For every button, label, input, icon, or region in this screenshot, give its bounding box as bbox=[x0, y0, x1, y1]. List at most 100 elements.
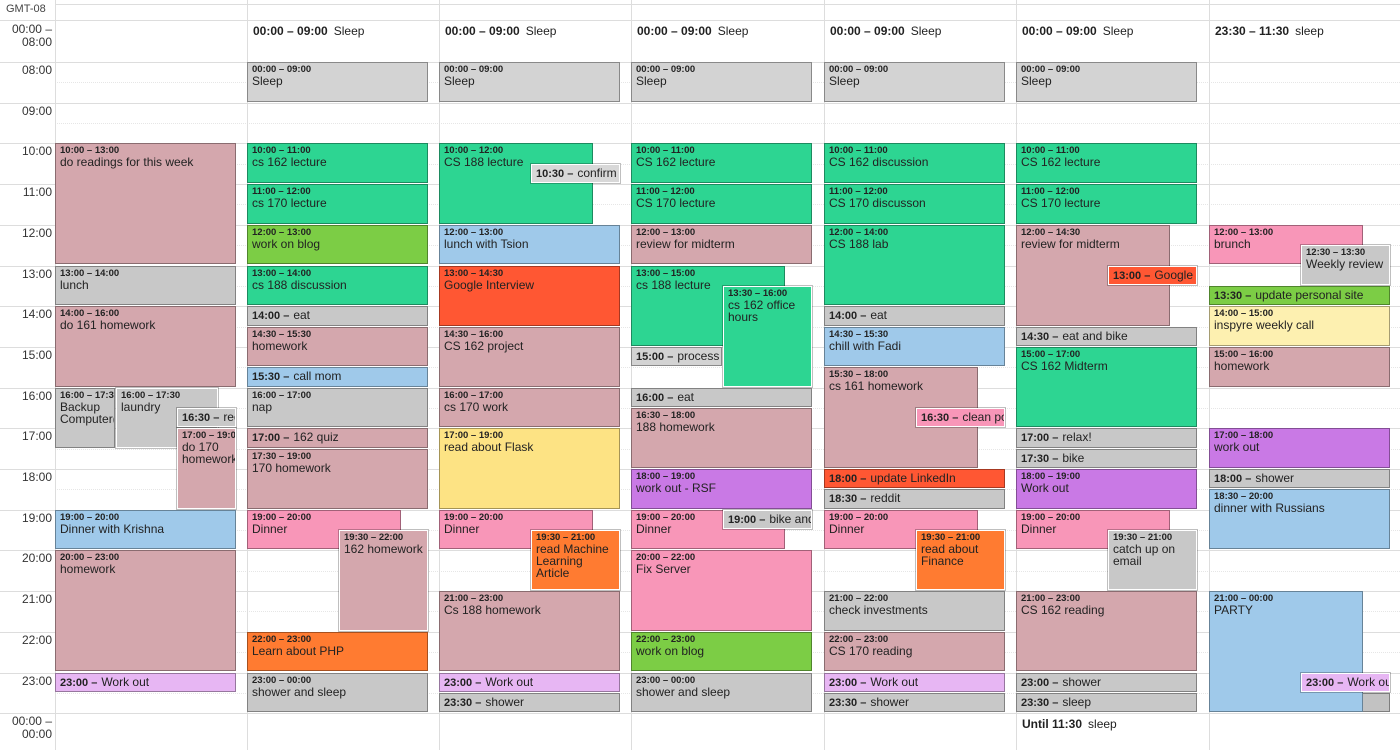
event-title: cs 188 discussion bbox=[252, 277, 347, 292]
hour-line bbox=[0, 102, 1400, 104]
event-title: shower and sleep bbox=[636, 684, 731, 699]
event[interactable]: 15:00 –process E bbox=[631, 346, 722, 367]
event[interactable]: 12:00 – 14:00 CS 188 lab bbox=[824, 224, 1005, 306]
event[interactable]: 10:00 – 11:00 CS 162 lecture bbox=[631, 143, 812, 184]
event[interactable]: 16:30 –clean por bbox=[916, 407, 1005, 428]
event[interactable]: 16:30 –red bbox=[177, 407, 236, 428]
event[interactable]: 16:00 – 17:30 Backup Computer( bbox=[55, 387, 115, 448]
event[interactable]: 23:00 –Work out bbox=[55, 672, 236, 692]
event[interactable]: 17:30 – 19:00 170 homework bbox=[247, 448, 428, 509]
event[interactable]: 21:00 – 23:00 CS 162 reading bbox=[1016, 591, 1197, 672]
event[interactable]: 20:00 – 22:00 Fix Server bbox=[631, 550, 812, 631]
event[interactable]: 14:30 – eat and bike bbox=[1016, 326, 1197, 346]
event[interactable]: 19:30 – 21:00 read about Finance bbox=[916, 530, 1005, 591]
event[interactable]: 19:00 – 20:00 Dinner with Krishna bbox=[55, 509, 236, 550]
event[interactable]: 10:00 – 13:00 do readings for this week bbox=[55, 143, 236, 265]
event[interactable]: 23:30 – shower bbox=[439, 692, 620, 713]
event[interactable]: 16:00 – 17:00 nap bbox=[247, 387, 428, 428]
event[interactable]: 00:00 – 09:00 Sleep bbox=[439, 62, 620, 102]
event[interactable]: 10:00 – 11:00 cs 162 lecture bbox=[247, 143, 428, 184]
event[interactable]: 19:30 – 22:00 162 homework bbox=[339, 530, 428, 631]
event[interactable]: 12:30 – 13:30 Weekly review bbox=[1301, 245, 1390, 285]
event[interactable]: 23:00 – 00:00 shower and sleep bbox=[247, 672, 428, 713]
event[interactable]: 22:00 – 23:00 Learn about PHP bbox=[247, 631, 428, 672]
event[interactable]: 17:00 – 19:00 do 170 homework bbox=[177, 428, 236, 509]
event[interactable]: 21:00 – 00:00 PARTY bbox=[1209, 591, 1363, 713]
event[interactable]: 18:00 – update LinkedIn bbox=[824, 469, 1005, 489]
event-time: 16:00 – 17:00 bbox=[444, 389, 504, 401]
event[interactable]: 11:00 – 12:00 CS 170 lecture bbox=[631, 184, 812, 224]
event[interactable]: 14:30 – 16:00 CS 162 project bbox=[439, 326, 620, 387]
event[interactable]: 13:00 – 14:00 lunch bbox=[55, 265, 236, 306]
event-title: eat and bike bbox=[1062, 328, 1128, 343]
event[interactable]: 19:30 – 21:00 catch up on email bbox=[1108, 530, 1197, 591]
event[interactable]: 17:00 –162 quiz bbox=[247, 428, 428, 448]
event[interactable]: 11:00 – 12:00 CS 170 lecture bbox=[1016, 184, 1197, 224]
event[interactable]: 14:30 – 15:30 homework bbox=[247, 326, 428, 367]
event[interactable]: 10:30 –confirm G bbox=[531, 163, 620, 184]
event[interactable]: 23:30 – shower bbox=[824, 692, 1005, 713]
event[interactable]: 19:30 – 21:00 read Machine Learning Artic… bbox=[531, 530, 620, 591]
event[interactable]: 15:30 – call mom bbox=[247, 367, 428, 387]
event[interactable]: 23:00 – 00:00 shower and sleep bbox=[631, 672, 812, 713]
event[interactable]: 23:00 –Work out bbox=[824, 672, 1005, 692]
event[interactable]: 18:30 – 20:00 dinner with Russians bbox=[1209, 489, 1390, 550]
event[interactable]: 13:00 – 14:30 Google Interview bbox=[439, 265, 620, 326]
event-title: bike and bbox=[769, 511, 812, 526]
event[interactable]: 00:00 – 09:00 Sleep bbox=[247, 62, 428, 102]
event[interactable]: 10:00 – 12:00 CS 188 lecture bbox=[439, 143, 593, 224]
event-time: 20:00 – 23:00 bbox=[60, 552, 120, 564]
event[interactable]: 17:00 – 18:00 work out bbox=[1209, 428, 1390, 468]
event[interactable]: 17:00 – 19:00 read about Flask bbox=[439, 428, 620, 509]
event[interactable]: 16:30 – 18:00 188 homework bbox=[631, 407, 812, 468]
event[interactable]: 00:00 – 09:00 Sleep bbox=[1016, 62, 1197, 102]
event[interactable]: 12:00 – 13:00 lunch with Tsion bbox=[439, 224, 620, 265]
event[interactable]: 13:00 –Google re bbox=[1108, 265, 1197, 285]
event[interactable]: 18:30 – reddit bbox=[824, 489, 1005, 509]
event[interactable]: 22:00 – 23:00 work on blog bbox=[631, 631, 812, 672]
event[interactable]: 17:00 – relax! bbox=[1016, 428, 1197, 448]
event[interactable]: 18:00 – 19:00 work out - RSF bbox=[631, 469, 812, 509]
event[interactable]: 18:00 – 19:00 Work out bbox=[1016, 469, 1197, 509]
event[interactable]: 15:00 – 17:00 CS 162 Midterm bbox=[1016, 346, 1197, 428]
event[interactable]: 21:00 – 23:00 Cs 188 homework bbox=[439, 591, 620, 672]
event[interactable]: 13:30 – 16:00 cs 162 office hours bbox=[723, 285, 812, 387]
event-title: do 161 homework bbox=[60, 318, 156, 333]
event[interactable]: 13:00 – 14:00 cs 188 discussion bbox=[247, 265, 428, 306]
event[interactable]: 12:00 – 13:00 review for midterm bbox=[631, 224, 812, 265]
event[interactable]: 21:00 – 22:00 check investments bbox=[824, 591, 1005, 631]
event[interactable]: 16:00 – eat bbox=[631, 387, 812, 407]
event[interactable]: 23:00 –Work out bbox=[1301, 672, 1390, 692]
event[interactable]: 19:00 – 20:00 Dinner bbox=[1016, 509, 1170, 550]
all-day-time: 00:00 – 09:00 bbox=[253, 24, 328, 38]
event[interactable]: 13:30 – update personal site bbox=[1209, 285, 1390, 306]
event[interactable]: 19:00 – bike and bbox=[723, 509, 812, 530]
event[interactable]: 14:30 – 15:30 chill with Fadi bbox=[824, 326, 1005, 367]
event[interactable]: 20:00 – 23:00 homework bbox=[55, 550, 236, 672]
event[interactable]: 15:00 – 16:00 homework bbox=[1209, 346, 1390, 387]
event-time: 23:00 – bbox=[829, 676, 867, 689]
event[interactable]: 22:00 – 23:00 CS 170 reading bbox=[824, 631, 1005, 672]
event-title: update personal site bbox=[1255, 287, 1364, 302]
event-title: Sleep bbox=[252, 74, 283, 88]
event[interactable]: 11:00 – 12:00 CS 170 discusson bbox=[824, 184, 1005, 224]
event[interactable]: 11:00 – 12:00 cs 170 lecture bbox=[247, 184, 428, 224]
event[interactable]: 10:00 – 11:00 CS 162 discussion bbox=[824, 143, 1005, 184]
event[interactable]: 23:00 – shower bbox=[1016, 672, 1197, 692]
event[interactable]: 00:00 – 09:00 Sleep bbox=[824, 62, 1005, 102]
event-time: 17:00 – bbox=[252, 432, 290, 445]
event[interactable]: 12:00 – 13:00 work on blog bbox=[247, 224, 428, 265]
event[interactable]: 10:00 – 11:00 CS 162 lecture bbox=[1016, 143, 1197, 184]
event[interactable]: 17:30 – bike bbox=[1016, 448, 1197, 468]
event[interactable]: 23:00 –Work out bbox=[439, 672, 620, 692]
event[interactable]: 23:30 – sleep bbox=[1016, 692, 1197, 713]
all-day-event: 00:00 – 09:00 Sleep bbox=[830, 24, 941, 38]
event[interactable]: 18:00 – shower bbox=[1209, 469, 1390, 489]
event[interactable]: 14:00 – 16:00 do 161 homework bbox=[55, 306, 236, 387]
event-title: Sleep bbox=[444, 74, 475, 88]
event[interactable]: 00:00 – 09:00 Sleep bbox=[631, 62, 812, 102]
event[interactable]: 14:00 – eat bbox=[247, 306, 428, 326]
event[interactable]: 16:00 – 17:00 cs 170 work bbox=[439, 387, 620, 428]
event[interactable]: 14:00 – 15:00 inspyre weekly call bbox=[1209, 306, 1390, 346]
event[interactable]: 14:00 – eat bbox=[824, 306, 1005, 326]
